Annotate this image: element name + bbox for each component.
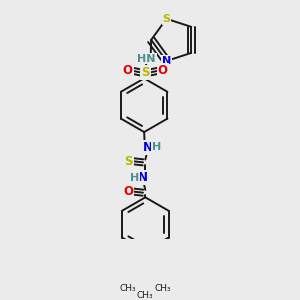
Text: N: N	[143, 141, 153, 154]
Text: HN: HN	[137, 53, 156, 64]
Text: S: S	[124, 155, 133, 168]
Text: S: S	[163, 14, 170, 24]
Text: O: O	[123, 185, 133, 198]
Text: CH₃: CH₃	[136, 291, 153, 300]
Text: CH₃: CH₃	[154, 284, 171, 293]
Text: O: O	[123, 64, 133, 77]
Text: N: N	[162, 56, 171, 66]
Text: O: O	[158, 64, 168, 77]
Text: N: N	[137, 171, 148, 184]
Text: S: S	[141, 66, 150, 79]
Text: H: H	[130, 172, 139, 182]
Text: CH₃: CH₃	[119, 284, 136, 293]
Text: H: H	[152, 142, 161, 152]
